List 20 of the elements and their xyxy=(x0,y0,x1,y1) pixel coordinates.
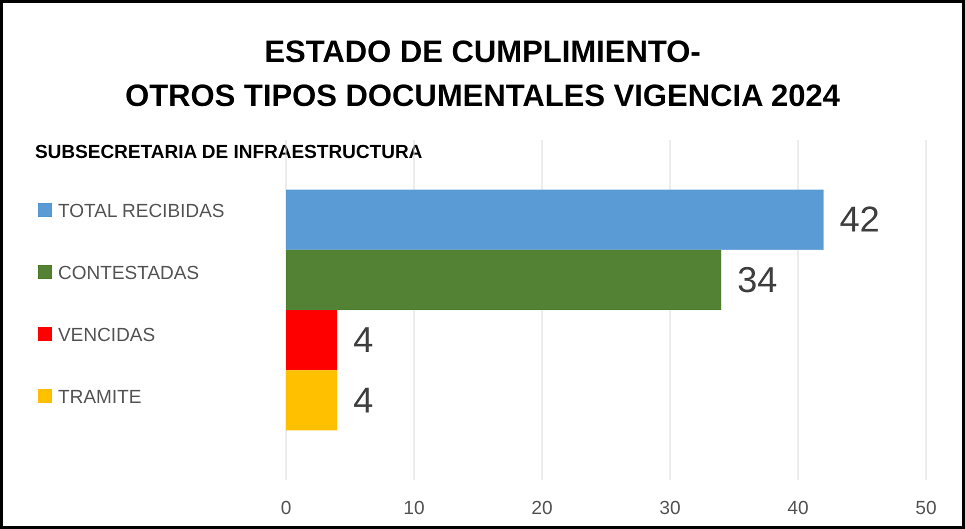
data-label: 42 xyxy=(840,198,880,240)
x-tick-label: 0 xyxy=(280,498,292,519)
bar xyxy=(286,190,824,250)
chart-subtitle: SUBSECRETARIA DE INFRAESTRUCTURA xyxy=(35,142,423,163)
legend-label: VENCIDAS xyxy=(58,325,156,346)
x-tick-label: 20 xyxy=(531,498,553,519)
legend-label: TRAMITE xyxy=(58,387,142,408)
data-label: 4 xyxy=(353,379,374,420)
bar xyxy=(286,310,338,370)
x-tick-label: 30 xyxy=(659,498,681,519)
bar xyxy=(286,370,338,430)
legend-label: TOTAL RECIBIDAS xyxy=(58,201,224,222)
bar xyxy=(286,250,722,310)
x-tick-label: 40 xyxy=(787,498,809,519)
legend-label: CONTESTADAS xyxy=(58,263,200,284)
data-label: 34 xyxy=(737,258,778,300)
x-tick-label: 10 xyxy=(403,498,425,519)
x-tick-label: 50 xyxy=(915,498,937,519)
data-label: 4 xyxy=(353,319,374,360)
chart-title: ESTADO DE CUMPLIMIENTO- OTROS TIPOS DOCUMENTALES VIGENCIA 2024 xyxy=(125,34,841,113)
